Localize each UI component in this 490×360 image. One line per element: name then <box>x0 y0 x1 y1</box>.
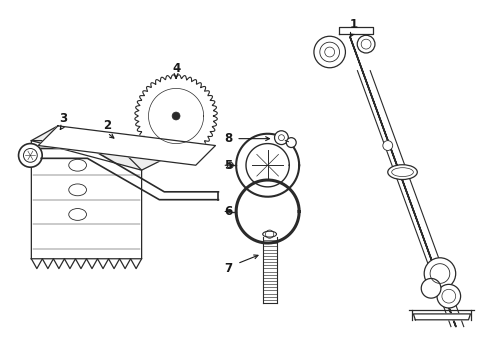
Circle shape <box>357 35 375 53</box>
Circle shape <box>274 131 288 145</box>
Text: 7: 7 <box>224 262 232 275</box>
Circle shape <box>19 144 42 167</box>
Polygon shape <box>414 314 470 320</box>
Polygon shape <box>148 89 204 144</box>
Ellipse shape <box>69 159 86 171</box>
Text: 1: 1 <box>349 18 357 31</box>
Text: 4: 4 <box>172 62 180 75</box>
Polygon shape <box>236 134 299 197</box>
Text: 8: 8 <box>224 132 232 145</box>
Polygon shape <box>246 144 289 187</box>
Circle shape <box>286 138 296 148</box>
Polygon shape <box>135 75 217 157</box>
Circle shape <box>383 141 392 150</box>
Ellipse shape <box>263 231 276 237</box>
Circle shape <box>424 258 456 289</box>
Ellipse shape <box>69 208 86 220</box>
Text: 5: 5 <box>224 159 232 172</box>
Polygon shape <box>236 180 299 243</box>
Text: 3: 3 <box>59 112 67 125</box>
Polygon shape <box>38 126 216 165</box>
Circle shape <box>314 36 345 68</box>
Ellipse shape <box>69 184 86 196</box>
Polygon shape <box>339 27 373 34</box>
Circle shape <box>421 278 441 298</box>
Ellipse shape <box>388 165 417 180</box>
Polygon shape <box>41 148 219 200</box>
Polygon shape <box>31 141 142 259</box>
Circle shape <box>437 284 461 308</box>
Polygon shape <box>350 37 456 327</box>
Text: 6: 6 <box>224 205 232 218</box>
Circle shape <box>172 112 180 120</box>
Text: 2: 2 <box>103 120 111 132</box>
Polygon shape <box>357 71 467 327</box>
Polygon shape <box>31 126 171 170</box>
